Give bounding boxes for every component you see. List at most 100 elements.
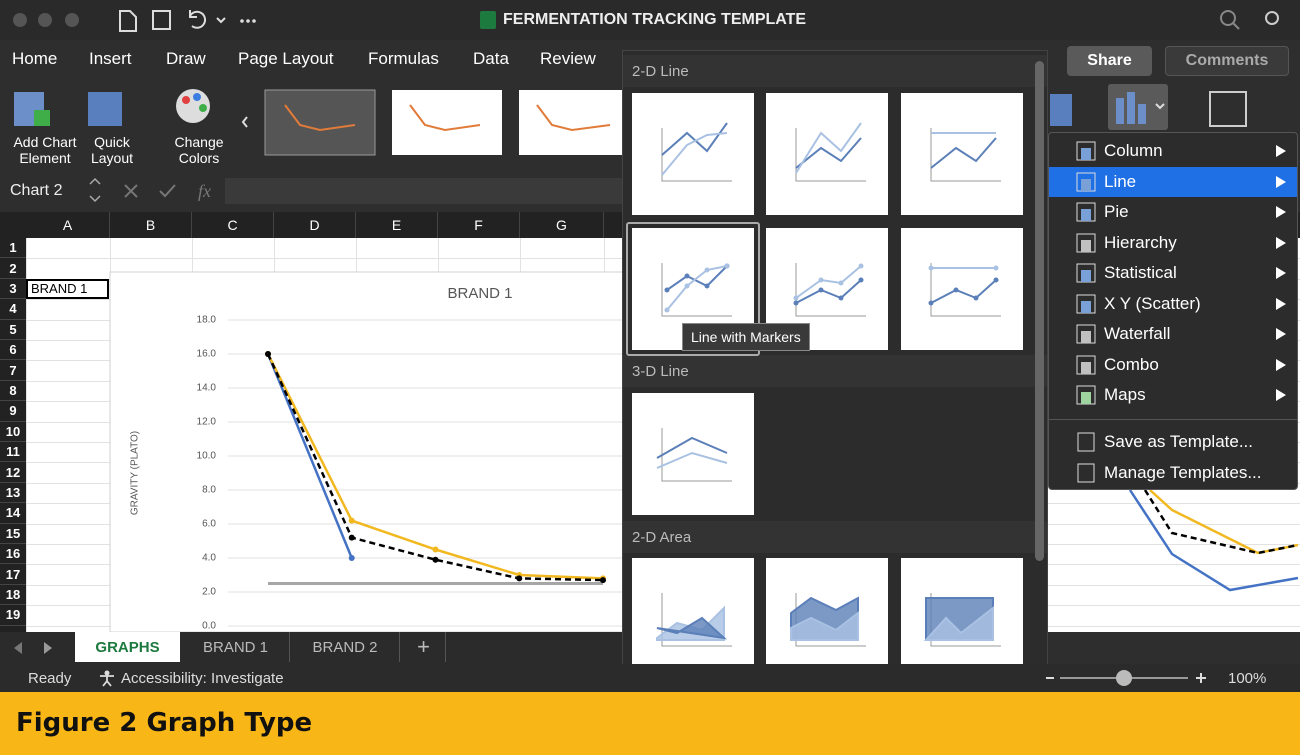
enter-icon[interactable] <box>159 184 176 198</box>
thumbnail-marker <box>793 295 799 301</box>
menu-item-icon <box>1076 233 1096 252</box>
undo-icon[interactable] <box>189 10 207 29</box>
icon-shape <box>1081 331 1091 343</box>
name-box[interactable]: Chart 2 <box>10 182 63 199</box>
thumbnail-marker <box>684 273 690 279</box>
icon-shape <box>1081 270 1091 282</box>
sheet-tab[interactable]: + <box>402 632 446 662</box>
menu-item[interactable]: Pie <box>1104 202 1129 221</box>
comments-button[interactable]: Comments <box>1165 46 1289 76</box>
new-icon[interactable] <box>119 10 137 32</box>
thumbnail-marker <box>664 307 670 313</box>
chart-style-thumb[interactable] <box>264 89 376 156</box>
submenu-arrow <box>1276 236 1286 249</box>
save-icon[interactable] <box>152 10 171 30</box>
menu-item[interactable]: Column <box>1104 141 1163 160</box>
ribbon-tab[interactable]: Draw <box>166 49 206 68</box>
chart-type-thumbnail[interactable] <box>632 93 754 215</box>
status-zoom[interactable]: 100% <box>1228 669 1267 687</box>
close-button[interactable] <box>13 13 27 27</box>
row-header: 17 <box>0 564 26 585</box>
chart-type-thumbnail[interactable] <box>901 558 1023 680</box>
search-icon-handle <box>1232 22 1240 30</box>
menu-item[interactable]: Statistical <box>1104 263 1177 282</box>
more-dot[interactable] <box>240 19 244 23</box>
y-tick-label: 12.0 <box>197 417 217 428</box>
thumbnail-axis <box>661 593 732 647</box>
thumbnail-shape <box>790 610 859 641</box>
ribbon-button-label[interactable]: Quick Layout <box>90 134 134 166</box>
account-icon[interactable] <box>1265 11 1279 25</box>
row-header: 5 <box>0 320 26 340</box>
gallery-left-arrow[interactable] <box>241 116 248 128</box>
menu-item[interactable]: X Y (Scatter) <box>1104 293 1201 313</box>
chart-type-thumbnail[interactable] <box>632 558 754 680</box>
thumbnail-shape <box>666 265 728 311</box>
menu-item[interactable]: Save as Template... <box>1104 432 1253 451</box>
ribbon-tab[interactable]: Home <box>12 49 58 68</box>
zoom-button[interactable] <box>65 13 79 27</box>
gallery-section-label: 2-D Area <box>632 528 692 546</box>
arrow-shape <box>1276 145 1286 157</box>
menu-item[interactable]: Waterfall <box>1104 324 1171 343</box>
y-tick-label: 4.0 <box>202 553 216 564</box>
chart-type-thumbnail[interactable] <box>766 558 888 680</box>
fx-icon[interactable]: fx <box>198 180 211 201</box>
menu-item[interactable]: Maps <box>1104 385 1146 404</box>
ribbon-tab[interactable]: Formulas <box>368 49 439 68</box>
undo-dropdown[interactable] <box>216 17 226 24</box>
switch-row-column-icon[interactable] <box>1050 94 1072 126</box>
chart-style-thumb[interactable] <box>519 90 622 155</box>
ribbon-button-label[interactable]: Add Chart Element <box>13 134 77 166</box>
menu-item[interactable]: Manage Templates... <box>1104 462 1262 482</box>
chart-type-thumbnail[interactable] <box>901 228 1023 350</box>
select-data-icon[interactable] <box>1209 91 1247 127</box>
ribbon-tab[interactable]: Insert <box>89 49 132 68</box>
sheet-tab[interactable]: BRAND 2 <box>291 632 400 662</box>
menu-item-icon <box>1076 172 1096 191</box>
menu-item[interactable]: Line <box>1104 171 1137 191</box>
status-ready: Ready <box>28 669 72 687</box>
chart-type-thumbnail[interactable] <box>766 93 888 215</box>
nav-arrow <box>44 642 52 654</box>
sheet-tab[interactable]: GRAPHS <box>75 632 180 662</box>
menu-item-icon <box>1077 463 1095 482</box>
minimize-button[interactable] <box>38 13 52 27</box>
arrow-shape <box>1276 389 1286 401</box>
ribbon-tab[interactable]: Data <box>473 49 509 68</box>
formula-input[interactable] <box>225 178 622 204</box>
series-marker <box>600 577 606 584</box>
sheet-tab[interactable]: BRAND 1 <box>182 632 290 662</box>
cell-a3[interactable]: BRAND 1 <box>26 278 109 300</box>
y-tick-label: 16.0 <box>197 349 217 360</box>
ribbon-button-label[interactable]: Change Colors <box>174 134 224 166</box>
arrow-shape <box>1276 297 1286 310</box>
ribbon-tab[interactable]: Page Layout <box>238 49 334 68</box>
cancel-icon[interactable] <box>124 184 138 198</box>
menu-item-icon <box>1076 141 1096 161</box>
share-button[interactable]: Share <box>1067 46 1152 76</box>
palette-dot <box>182 96 190 104</box>
thumbnail-marker <box>928 300 934 306</box>
submenu-arrow <box>1276 175 1286 188</box>
chart-type-icon-bar <box>1116 98 1124 124</box>
chart-style-thumb[interactable] <box>392 90 502 155</box>
background-chart-line <box>1149 489 1299 555</box>
ribbon-tab[interactable]: Review <box>540 49 596 68</box>
menu-item[interactable]: Hierarchy <box>1104 232 1177 252</box>
menu-item[interactable]: Combo <box>1104 354 1159 374</box>
chart-type-thumbnail[interactable] <box>901 93 1023 215</box>
search-icon[interactable] <box>1220 10 1236 26</box>
menu-item-icon <box>1076 355 1096 374</box>
thumbnail-shape <box>661 132 728 176</box>
status-accessibility[interactable]: Accessibility: Investigate <box>121 669 284 687</box>
menu-item-icon <box>1077 432 1095 452</box>
chart-type-thumbnail[interactable] <box>632 393 754 515</box>
nav-arrow <box>14 642 22 654</box>
quick-layout-icon[interactable] <box>88 92 122 126</box>
name-box-stepper[interactable] <box>89 177 101 203</box>
menu-item-icon <box>1076 263 1096 283</box>
sheet-tab-bar: GRAPHS BRAND 1 BRAND 2 + <box>0 632 622 664</box>
y-tick-label: 0.0 <box>202 621 216 632</box>
